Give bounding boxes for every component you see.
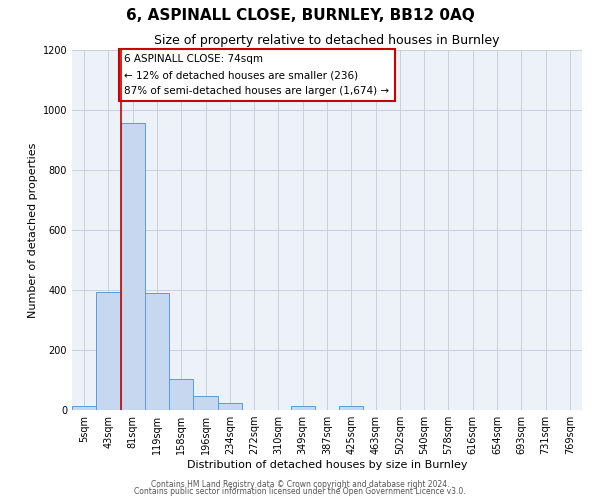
Title: Size of property relative to detached houses in Burnley: Size of property relative to detached ho… xyxy=(154,34,500,48)
Y-axis label: Number of detached properties: Number of detached properties xyxy=(28,142,38,318)
Bar xyxy=(290,406,315,410)
Bar xyxy=(339,406,364,410)
Bar xyxy=(72,406,96,410)
Text: 6, ASPINALL CLOSE, BURNLEY, BB12 0AQ: 6, ASPINALL CLOSE, BURNLEY, BB12 0AQ xyxy=(125,8,475,22)
Bar xyxy=(218,404,242,410)
Text: 6 ASPINALL CLOSE: 74sqm
← 12% of detached houses are smaller (236)
87% of semi-d: 6 ASPINALL CLOSE: 74sqm ← 12% of detache… xyxy=(124,54,389,96)
X-axis label: Distribution of detached houses by size in Burnley: Distribution of detached houses by size … xyxy=(187,460,467,470)
Bar xyxy=(145,293,169,410)
Bar xyxy=(121,124,145,410)
Text: Contains public sector information licensed under the Open Government Licence v3: Contains public sector information licen… xyxy=(134,487,466,496)
Text: Contains HM Land Registry data © Crown copyright and database right 2024.: Contains HM Land Registry data © Crown c… xyxy=(151,480,449,489)
Bar xyxy=(169,378,193,410)
Bar xyxy=(96,292,121,410)
Bar xyxy=(193,396,218,410)
